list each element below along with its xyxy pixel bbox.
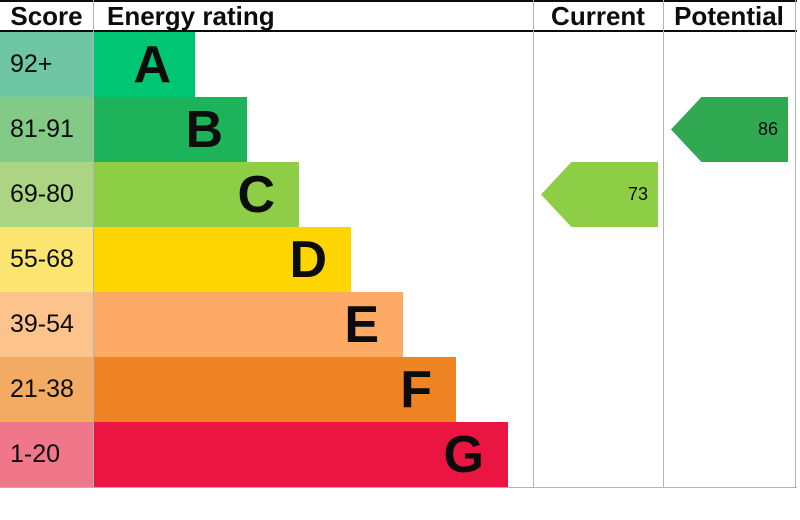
band-bar-d: D [93,227,351,292]
band-bar-g: G [93,422,508,487]
score-cell-b: 81-91 [0,97,93,162]
column-header-current: Current [551,0,645,31]
band-bar-b: B [93,97,247,162]
score-cell-c: 69-80 [0,162,93,227]
score-cell-g: 1-20 [0,422,93,487]
potential-rating-value: 86 [757,119,778,139]
table-bottom-border [0,487,797,488]
band-bar-f: F [93,357,456,422]
potential-rating-arrow: 86 [671,97,788,162]
divider-rating-current [533,0,534,488]
score-cell-f: 21-38 [0,357,93,422]
column-header-potential: Potential [674,0,784,31]
score-cell-a: 92+ [0,32,93,97]
score-cell-e: 39-54 [0,292,93,357]
divider-current-potential [663,0,664,488]
header-bottom-border [0,30,797,32]
current-rating-value: 73 [627,184,648,204]
band-bar-e: E [93,292,403,357]
table-right-border [795,0,796,488]
divider-score-rating [93,0,94,488]
current-rating-arrow: 73 [541,162,658,227]
table-top-border [0,0,797,2]
score-cell-d: 55-68 [0,227,93,292]
band-bar-a: A [93,32,195,97]
column-header-score: Score [10,0,83,31]
band-bar-c: C [93,162,299,227]
column-header-energy-rating: Energy rating [107,0,275,31]
